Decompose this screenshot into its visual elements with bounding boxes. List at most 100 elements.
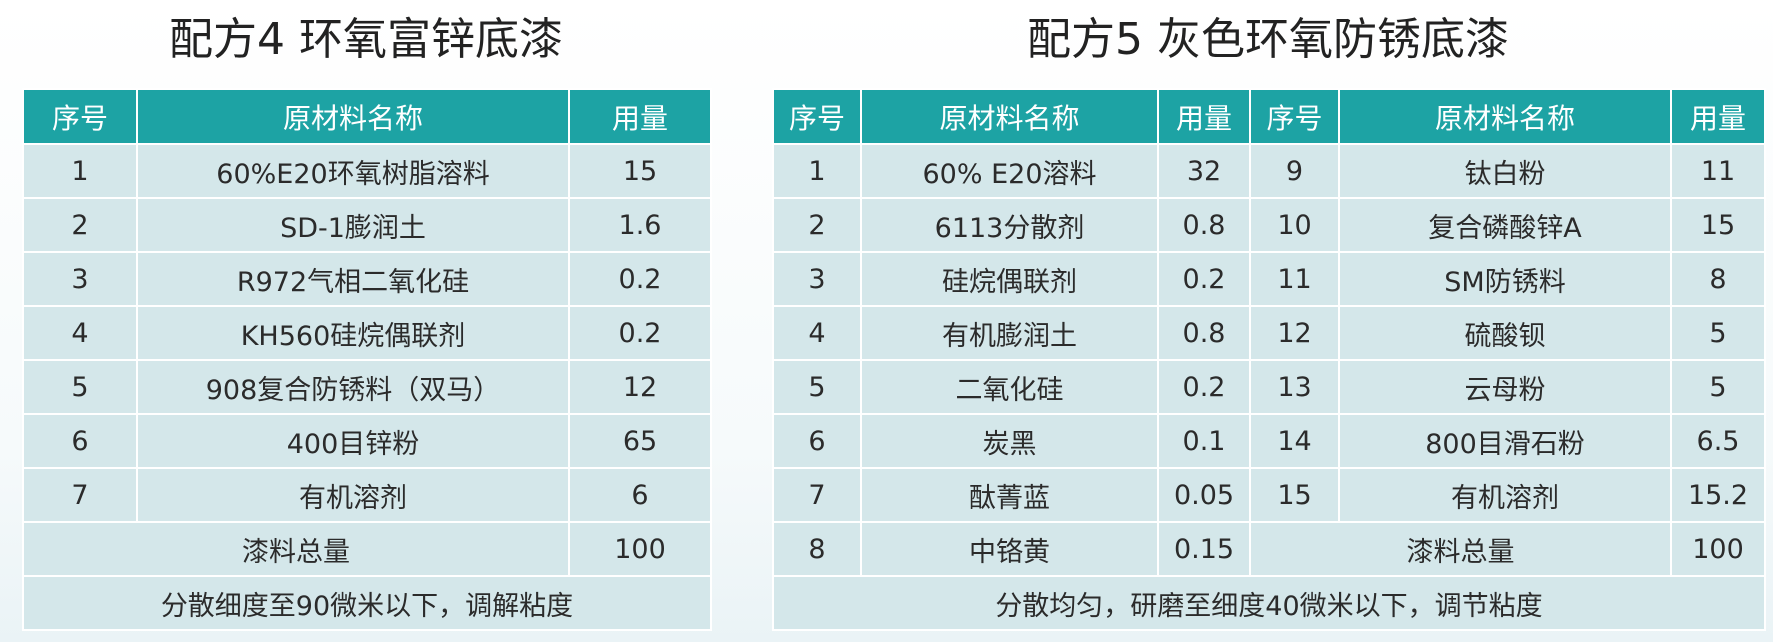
- row-no: 1: [772, 143, 862, 199]
- row-no: 5: [772, 359, 862, 415]
- row-material-2: 钛白粉: [1338, 143, 1672, 199]
- row-material: 有机溶剂: [136, 467, 570, 523]
- total-row: 漆料总量 100: [22, 521, 712, 577]
- formula5-title: 配方5 灰色环氧防锈底漆: [1027, 14, 1509, 65]
- row-material: 60% E20溶料: [860, 143, 1159, 199]
- row-amount: 1.6: [568, 197, 712, 253]
- row-material-2: 有机溶剂: [1338, 467, 1672, 523]
- table-row: 5 908复合防锈料（双马） 12: [22, 359, 712, 415]
- formula5-table: 序号 原材料名称 用量 序号 原材料名称 用量 1 60% E20溶料 32 9…: [772, 88, 1766, 631]
- total-value: 100: [1670, 521, 1766, 577]
- table-row: 3 R972气相二氧化硅 0.2: [22, 251, 712, 307]
- table-row: 2 SD-1膨润土 1.6: [22, 197, 712, 253]
- row-amount: 0.05: [1157, 467, 1251, 523]
- row-no-2: 15: [1249, 467, 1340, 523]
- row-no-2: 13: [1249, 359, 1340, 415]
- row-no-2: 14: [1249, 413, 1340, 469]
- header-material: 原材料名称: [860, 88, 1159, 145]
- table-row: 5 二氧化硅 0.2 13 云母粉 5: [772, 359, 1766, 415]
- row-no-2: 10: [1249, 197, 1340, 253]
- formula4-table: 序号 原材料名称 用量 1 60%E20环氧树脂溶料 15 2 SD-1膨润土 …: [22, 88, 712, 631]
- row-amount-2: 5: [1670, 305, 1766, 361]
- row-material: 炭黑: [860, 413, 1159, 469]
- row-no: 3: [22, 251, 138, 307]
- row-material: 有机膨润土: [860, 305, 1159, 361]
- row-amount-2: 11: [1670, 143, 1766, 199]
- row-material: 908复合防锈料（双马）: [136, 359, 570, 415]
- row-amount: 0.2: [568, 251, 712, 307]
- row-amount: 0.2: [568, 305, 712, 361]
- row-material: 二氧化硅: [860, 359, 1159, 415]
- header-no: 序号: [22, 88, 138, 145]
- header-no-2: 序号: [1249, 88, 1340, 145]
- row-material-2: 复合磷酸锌A: [1338, 197, 1672, 253]
- table-row: 1 60% E20溶料 32 9 钛白粉 11: [772, 143, 1766, 199]
- note-row: 分散细度至90微米以下，调解粘度: [22, 575, 712, 631]
- row-material: 中铬黄: [860, 521, 1159, 577]
- row-material-2: 硫酸钡: [1338, 305, 1672, 361]
- row-material: 酞菁蓝: [860, 467, 1159, 523]
- row-amount: 15: [568, 143, 712, 199]
- row-material-2: 云母粉: [1338, 359, 1672, 415]
- row-no: 8: [772, 521, 862, 577]
- table-header-row: 序号 原材料名称 用量 序号 原材料名称 用量: [772, 88, 1766, 145]
- table-row: 3 硅烷偶联剂 0.2 11 SM防锈料 8: [772, 251, 1766, 307]
- row-material: KH560硅烷偶联剂: [136, 305, 570, 361]
- row-no: 5: [22, 359, 138, 415]
- row-amount: 65: [568, 413, 712, 469]
- row-no-2: 11: [1249, 251, 1340, 307]
- row-no: 2: [22, 197, 138, 253]
- row-amount: 0.2: [1157, 251, 1251, 307]
- row-amount: 0.1: [1157, 413, 1251, 469]
- table-row: 4 有机膨润土 0.8 12 硫酸钡 5: [772, 305, 1766, 361]
- process-note: 分散细度至90微米以下，调解粘度: [22, 575, 712, 631]
- row-no: 4: [22, 305, 138, 361]
- row-material-2: SM防锈料: [1338, 251, 1672, 307]
- row-no: 1: [22, 143, 138, 199]
- header-amount-2: 用量: [1670, 88, 1766, 145]
- header-material-2: 原材料名称: [1338, 88, 1672, 145]
- row-amount-2: 15: [1670, 197, 1766, 253]
- table-row: 6 400目锌粉 65: [22, 413, 712, 469]
- row-no: 7: [772, 467, 862, 523]
- row-amount: 6: [568, 467, 712, 523]
- row-amount-2: 15.2: [1670, 467, 1766, 523]
- row-no: 6: [772, 413, 862, 469]
- process-note: 分散均匀，研磨至细度40微米以下，调节粘度: [772, 575, 1766, 631]
- row-no-2: 12: [1249, 305, 1340, 361]
- row-no: 2: [772, 197, 862, 253]
- row-amount: 32: [1157, 143, 1251, 199]
- row-amount: 0.15: [1157, 521, 1251, 577]
- row-no: 7: [22, 467, 138, 523]
- row-amount-2: 6.5: [1670, 413, 1766, 469]
- row-material-2: 800目滑石粉: [1338, 413, 1672, 469]
- total-label: 漆料总量: [1249, 521, 1672, 577]
- header-material: 原材料名称: [136, 88, 570, 145]
- total-label: 漆料总量: [22, 521, 570, 577]
- table-row: 4 KH560硅烷偶联剂 0.2: [22, 305, 712, 361]
- row-material: R972气相二氧化硅: [136, 251, 570, 307]
- row-amount-2: 8: [1670, 251, 1766, 307]
- header-no: 序号: [772, 88, 862, 145]
- row-no: 4: [772, 305, 862, 361]
- row-amount: 0.8: [1157, 305, 1251, 361]
- header-amount: 用量: [1157, 88, 1251, 145]
- row-material: 硅烷偶联剂: [860, 251, 1159, 307]
- table-row: 8 中铬黄 0.15 漆料总量 100: [772, 521, 1766, 577]
- row-amount: 12: [568, 359, 712, 415]
- row-amount: 0.2: [1157, 359, 1251, 415]
- row-amount: 0.8: [1157, 197, 1251, 253]
- row-material: 60%E20环氧树脂溶料: [136, 143, 570, 199]
- header-amount: 用量: [568, 88, 712, 145]
- note-row: 分散均匀，研磨至细度40微米以下，调节粘度: [772, 575, 1766, 631]
- row-material: 400目锌粉: [136, 413, 570, 469]
- table-header-row: 序号 原材料名称 用量: [22, 88, 712, 145]
- total-value: 100: [568, 521, 712, 577]
- table-row: 7 有机溶剂 6: [22, 467, 712, 523]
- row-no: 3: [772, 251, 862, 307]
- row-material: 6113分散剂: [860, 197, 1159, 253]
- formula4-title: 配方4 环氧富锌底漆: [169, 14, 563, 65]
- table-row: 6 炭黑 0.1 14 800目滑石粉 6.5: [772, 413, 1766, 469]
- row-no-2: 9: [1249, 143, 1340, 199]
- table-row: 7 酞菁蓝 0.05 15 有机溶剂 15.2: [772, 467, 1766, 523]
